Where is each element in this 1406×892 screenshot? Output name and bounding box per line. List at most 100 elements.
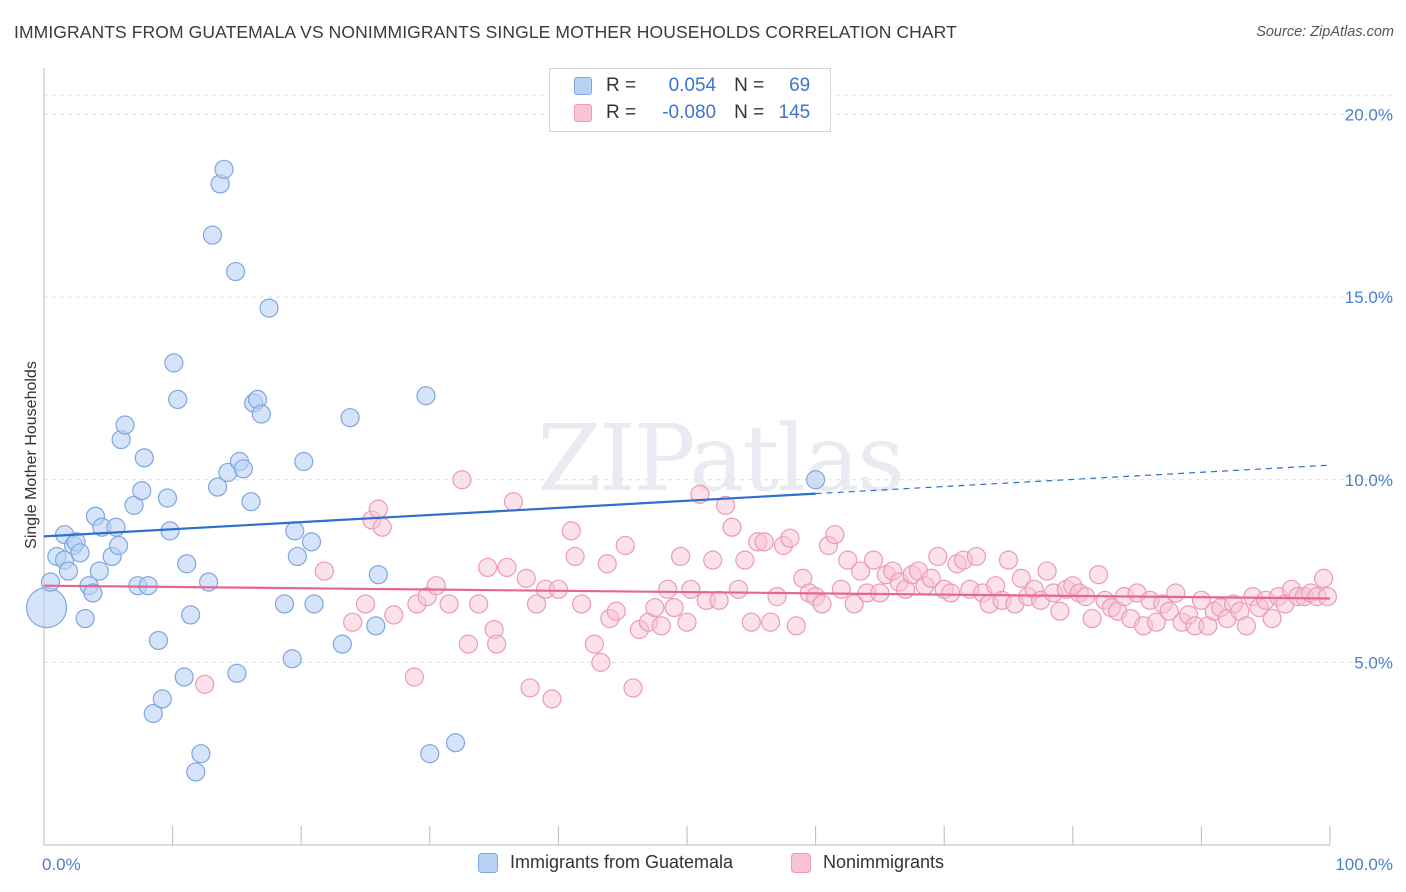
data-point [664,597,684,618]
data-point [372,517,392,537]
data-point [143,703,163,724]
legend-row-nonimmigrants: R = -0.080 N = 145 [574,100,810,126]
data-point [227,663,247,683]
data-point [812,594,832,614]
data-point [497,557,517,578]
data-point [40,572,61,592]
data-point [584,634,605,654]
data-point [426,576,446,596]
data-point [520,678,540,698]
data-point [458,634,478,654]
data-point [767,587,787,607]
data-point [709,590,729,610]
data-point [681,579,701,599]
axes [43,68,1331,846]
data-point [565,546,585,567]
data-point [340,408,360,428]
data-point [368,499,388,519]
y-tick-label: 5.0% [1354,653,1393,672]
r-label: R = [606,102,637,123]
trend-line [43,492,816,538]
data-point [294,451,314,472]
data-point [251,404,271,424]
trend-line [43,584,1331,600]
legend-label-guatemala: Immigrants from Guatemala [510,852,734,872]
data-point [226,261,246,282]
data-point [677,612,697,632]
data-point [148,630,169,651]
legend-row-guatemala: R = 0.054 N = 69 [574,73,810,99]
data-point [825,524,845,545]
data-point [715,495,736,515]
data-point [760,612,781,632]
data-point [1159,601,1179,621]
data-point [1166,583,1186,603]
data-point [259,298,279,318]
n-value-nonimmigrants: 145 [778,102,811,123]
legend-swatch-nonimmigrants [574,104,592,122]
data-point [152,689,172,709]
legend-swatch-nonimmigrants [791,852,811,873]
data-point [241,492,261,512]
data-point [1037,561,1057,581]
data-point [805,470,826,490]
data-point [208,477,228,497]
data-point [416,386,436,406]
data-point [384,605,404,625]
data-point [1146,612,1166,632]
data-point [445,733,466,753]
data-point [134,448,154,468]
data-point [658,579,678,599]
n-value-guatemala: 69 [789,75,811,96]
data-point [164,353,184,373]
data-point [735,550,755,570]
data-point [366,616,386,636]
data-point [645,597,665,618]
data-point [1313,568,1334,588]
data-point [526,594,547,614]
data-point [301,532,322,552]
data-point [195,674,215,694]
data-point [921,568,941,588]
data-point [168,389,188,410]
data-point [487,634,507,654]
data-point [1088,565,1109,585]
data-point [928,546,948,567]
data-point [1317,587,1338,607]
data-point [174,667,194,687]
data-point [115,415,135,435]
data-point [722,517,742,537]
data-point [304,594,324,614]
trend-lines [43,464,1331,600]
data-point [368,565,388,585]
data-point [780,528,800,548]
data-point [181,605,201,625]
n-label: N = [734,75,765,96]
data-point [670,546,691,567]
x-tick-label: 0.0% [42,855,81,874]
data-point [314,561,334,581]
data-point [355,594,376,614]
legend-swatch-guatemala [478,852,498,873]
r-value-nonimmigrants: -0.080 [662,102,717,123]
data-point [966,546,986,567]
data-point [548,579,569,599]
data-point [191,744,211,764]
data-point [831,579,851,599]
data-point [282,649,302,669]
data-point [202,225,223,245]
n-label: N = [734,102,765,123]
data-point [1191,590,1212,610]
data-point [561,521,581,541]
data-point [516,568,536,588]
data-point [160,521,180,541]
data-point [404,667,424,687]
y-tick-label: 20.0% [1345,106,1393,125]
data-point [1082,608,1102,629]
data-point [186,762,206,782]
data-point [439,594,459,614]
y-tick-label: 10.0% [1345,471,1393,490]
data-point [703,550,723,570]
data-point [58,561,79,581]
